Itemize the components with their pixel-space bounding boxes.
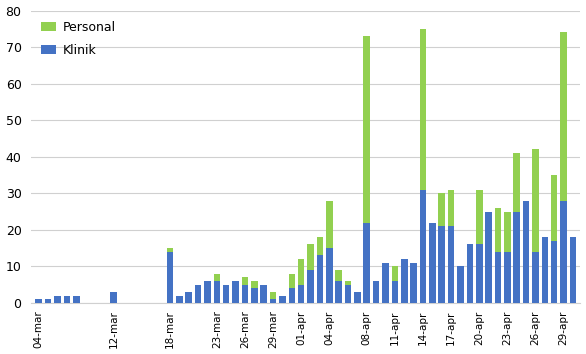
Bar <box>420 190 426 303</box>
Bar <box>429 223 435 303</box>
Bar <box>551 241 557 303</box>
Bar <box>279 296 286 303</box>
Bar <box>36 299 42 303</box>
Bar <box>532 252 539 303</box>
Bar <box>570 237 576 303</box>
Bar <box>391 281 398 303</box>
Bar <box>345 281 352 285</box>
Bar <box>335 281 342 303</box>
Bar <box>251 281 258 288</box>
Bar <box>270 299 277 303</box>
Bar <box>476 245 482 303</box>
Bar <box>54 296 61 303</box>
Bar <box>298 259 305 285</box>
Bar <box>373 281 379 303</box>
Bar <box>176 296 183 303</box>
Bar <box>513 153 520 212</box>
Bar <box>551 175 557 241</box>
Bar <box>560 33 567 201</box>
Bar <box>241 285 248 303</box>
Bar <box>251 288 258 303</box>
Bar <box>307 245 314 270</box>
Bar <box>476 190 482 245</box>
Bar <box>532 149 539 252</box>
Bar <box>363 223 370 303</box>
Bar <box>448 190 454 226</box>
Bar <box>523 201 529 303</box>
Bar <box>316 237 323 256</box>
Bar <box>45 299 52 303</box>
Bar <box>213 281 220 303</box>
Bar <box>326 201 333 248</box>
Bar <box>260 285 267 303</box>
Bar <box>495 252 501 303</box>
Bar <box>316 256 323 303</box>
Bar <box>166 252 173 303</box>
Bar <box>391 266 398 281</box>
Bar <box>111 292 117 303</box>
Bar <box>288 288 295 303</box>
Bar <box>213 274 220 281</box>
Bar <box>560 201 567 303</box>
Bar <box>195 285 202 303</box>
Bar <box>541 237 548 303</box>
Bar <box>504 252 510 303</box>
Bar <box>241 277 248 285</box>
Bar <box>345 285 352 303</box>
Bar <box>354 292 361 303</box>
Bar <box>438 193 445 226</box>
Bar <box>223 285 230 303</box>
Bar <box>466 245 473 303</box>
Bar <box>401 259 407 303</box>
Bar <box>204 281 211 303</box>
Bar <box>448 226 454 303</box>
Bar <box>326 248 333 303</box>
Bar <box>307 270 314 303</box>
Bar <box>185 292 192 303</box>
Bar <box>335 270 342 281</box>
Bar <box>485 212 492 303</box>
Bar <box>495 208 501 252</box>
Bar <box>64 296 70 303</box>
Bar <box>166 248 173 252</box>
Bar <box>410 263 417 303</box>
Bar <box>232 281 239 303</box>
Bar <box>457 266 464 303</box>
Bar <box>513 212 520 303</box>
Bar <box>270 292 277 299</box>
Bar <box>363 36 370 223</box>
Bar <box>382 263 389 303</box>
Bar <box>288 274 295 288</box>
Bar <box>73 296 80 303</box>
Legend: Personal, Klinik: Personal, Klinik <box>38 17 120 60</box>
Bar <box>298 285 305 303</box>
Bar <box>420 29 426 190</box>
Bar <box>438 226 445 303</box>
Bar <box>504 212 510 252</box>
